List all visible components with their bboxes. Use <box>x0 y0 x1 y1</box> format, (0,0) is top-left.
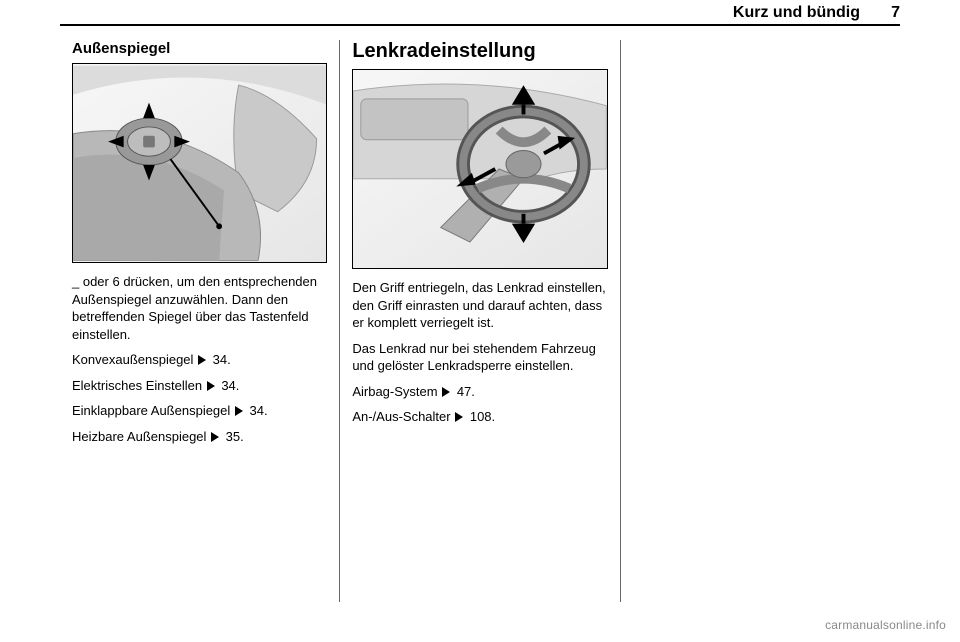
col2-ref1: Airbag-System 47. <box>352 383 607 401</box>
figure-steering-adjust <box>352 69 607 269</box>
crossref-icon <box>211 432 219 442</box>
col2-body: Den Griff entriegeln, das Lenkrad einste… <box>352 279 607 426</box>
col1-ref3: Einklappbare Außenspiegel 34. <box>72 402 327 420</box>
col1-para1: _ oder 6 drücken, um den entspre­chenden… <box>72 273 327 343</box>
column-2: Lenkradeinstellung <box>340 40 619 602</box>
crossref-icon <box>442 387 450 397</box>
col2-para1: Den Griff entriegeln, das Lenkrad einste… <box>352 279 607 332</box>
col1-ref1: Konvexaußenspiegel 34. <box>72 351 327 369</box>
crossref-icon <box>235 406 243 416</box>
col2-para2: Das Lenkrad nur bei stehendem Fahrzeug u… <box>352 340 607 375</box>
column-1: Außenspiegel <box>60 40 339 602</box>
manual-page: Kurz und bündig 7 Außenspiegel <box>0 0 960 642</box>
column-container: Außenspiegel <box>60 40 900 602</box>
header-section-title: Kurz und bündig <box>733 4 860 22</box>
crossref-icon <box>198 355 206 365</box>
column-3 <box>621 40 900 602</box>
col2-ref2: An-/Aus-Schalter 108. <box>352 408 607 426</box>
col1-ref4: Heizbare Außenspiegel 35. <box>72 428 327 446</box>
crossref-icon <box>455 412 463 422</box>
header-page-number: 7 <box>891 4 900 22</box>
col1-body: _ oder 6 drücken, um den entspre­chenden… <box>72 273 327 445</box>
col1-ref2: Elektrisches Einstellen 34. <box>72 377 327 395</box>
header-rule <box>60 24 900 26</box>
col1-heading: Außenspiegel <box>72 40 327 57</box>
watermark: carmanualsonline.info <box>825 618 946 632</box>
figure-mirror-control <box>72 63 327 263</box>
crossref-icon <box>207 381 215 391</box>
col2-heading: Lenkradeinstellung <box>352 40 607 63</box>
